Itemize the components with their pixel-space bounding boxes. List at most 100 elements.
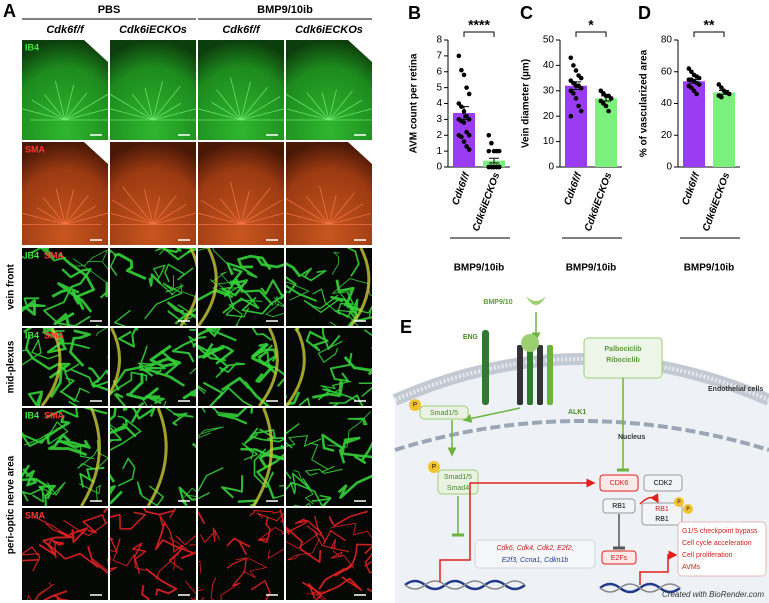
- vessel: [64, 212, 108, 225]
- column-header: Cdk6f/f: [46, 24, 85, 36]
- gene-box: [474, 539, 596, 569]
- retina: [286, 142, 372, 245]
- vessel: [111, 199, 154, 225]
- vessel: [314, 515, 347, 545]
- y-tick-label: 10: [543, 136, 555, 147]
- vessel: [256, 444, 284, 500]
- vessel: [286, 198, 330, 225]
- vessel: [87, 545, 108, 575]
- panel-label: D: [638, 3, 651, 23]
- vessel: [114, 392, 145, 406]
- receptor: [537, 345, 543, 405]
- vessel: [152, 212, 196, 225]
- region-label: vein front: [6, 264, 17, 310]
- channel-label: IB4: [25, 330, 39, 340]
- data-point: [578, 75, 584, 81]
- vessel: [328, 99, 363, 121]
- data-point: [496, 148, 502, 154]
- y-tick-label: 60: [661, 66, 673, 77]
- vessel: [180, 283, 196, 317]
- vessel: [71, 288, 93, 313]
- vessel: [22, 255, 26, 260]
- vessel: [36, 207, 66, 225]
- vessel: [258, 445, 284, 469]
- data-point: [719, 85, 724, 90]
- vessel: [298, 397, 339, 406]
- vessel: [364, 553, 372, 574]
- vessel: [286, 526, 322, 563]
- vessel: [59, 387, 90, 403]
- vessel: [64, 189, 74, 225]
- vessel: [287, 538, 320, 561]
- sma-vessel: [110, 328, 122, 397]
- data-point: [456, 53, 462, 59]
- data-point: [496, 164, 502, 170]
- channel-label: IB4: [25, 250, 39, 260]
- vessel: [154, 248, 190, 255]
- vessel: [22, 297, 46, 309]
- vessel: [286, 262, 302, 278]
- inhibitor-label: Palbociclib: [605, 346, 642, 353]
- vessel: [110, 213, 154, 225]
- vessel: [131, 542, 147, 575]
- column-header: Cdk6f/f: [222, 24, 261, 36]
- vessel: [152, 108, 196, 121]
- vessel: [345, 543, 372, 571]
- vessel: [330, 550, 355, 569]
- vessel: [144, 395, 165, 405]
- smad-label: Smad1/5: [430, 410, 458, 417]
- panel-label: E: [400, 317, 412, 337]
- rb1-label: RB1: [655, 516, 669, 523]
- arrow: [639, 493, 659, 505]
- vessel: [287, 108, 330, 121]
- sma-vessel: [198, 248, 218, 326]
- vessel: [279, 509, 284, 531]
- data-point: [466, 117, 472, 122]
- vessel: [328, 108, 372, 121]
- data-point: [456, 101, 462, 106]
- column-header: Cdk6iECKOs: [295, 24, 363, 36]
- vessel: [240, 96, 281, 121]
- y-tick-label: 5: [436, 82, 442, 93]
- vessel: [52, 540, 65, 559]
- vessel: [152, 81, 163, 121]
- vessel: [198, 248, 232, 276]
- micrograph: [110, 328, 196, 406]
- micrograph: [286, 248, 372, 326]
- vessel: [110, 371, 148, 396]
- data-point: [578, 108, 584, 114]
- sma-vessel: [252, 408, 274, 506]
- vessel: [172, 412, 194, 426]
- vessel: [347, 417, 368, 426]
- vessel: [69, 368, 108, 388]
- error-bar: [719, 89, 729, 95]
- y-axis-label: AVM count per retina: [409, 53, 420, 153]
- vessel: [53, 312, 75, 326]
- sma-vessel: [286, 328, 306, 406]
- y-tick-label: 30: [543, 85, 555, 96]
- channel-label: SMA: [44, 250, 65, 260]
- y-tick-label: 4: [436, 98, 442, 109]
- micrograph: [198, 142, 284, 245]
- vessel: [198, 560, 202, 574]
- sma-vessel: [40, 328, 62, 406]
- vessel: [240, 212, 284, 225]
- sma-vessel: [258, 328, 279, 406]
- smad4-label: Smad4: [447, 485, 469, 492]
- vessel: [237, 499, 259, 506]
- y-tick-label: 8: [436, 35, 442, 46]
- vessel: [24, 421, 69, 446]
- error-bar: [601, 95, 611, 102]
- vessel: [141, 585, 151, 600]
- vessel: [117, 457, 136, 487]
- vessel: [328, 90, 353, 121]
- vessel: [230, 77, 242, 121]
- micrograph: [110, 40, 196, 140]
- y-tick-label: 80: [661, 35, 673, 46]
- vessel: [22, 558, 40, 562]
- vessel: [149, 344, 182, 368]
- vessel: [249, 510, 282, 517]
- vessel: [260, 279, 284, 297]
- vessel: [210, 577, 241, 600]
- channel-label: IB4: [25, 410, 39, 420]
